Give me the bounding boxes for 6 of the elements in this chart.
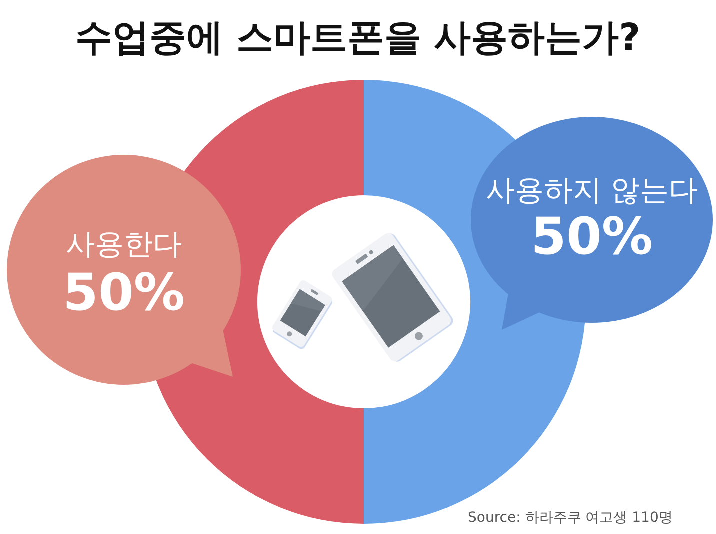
slice-label: 사용한다 [66, 226, 182, 261]
data-label: 50% [62, 264, 186, 324]
slice-label: 사용하지 않는다 [486, 172, 698, 207]
source-note: Source: 하라주쿠 여고생 110명 [468, 510, 673, 527]
data-label: 50% [530, 208, 654, 268]
chart-title: 수업중에 스마트폰을 사용하는가? [75, 16, 641, 59]
